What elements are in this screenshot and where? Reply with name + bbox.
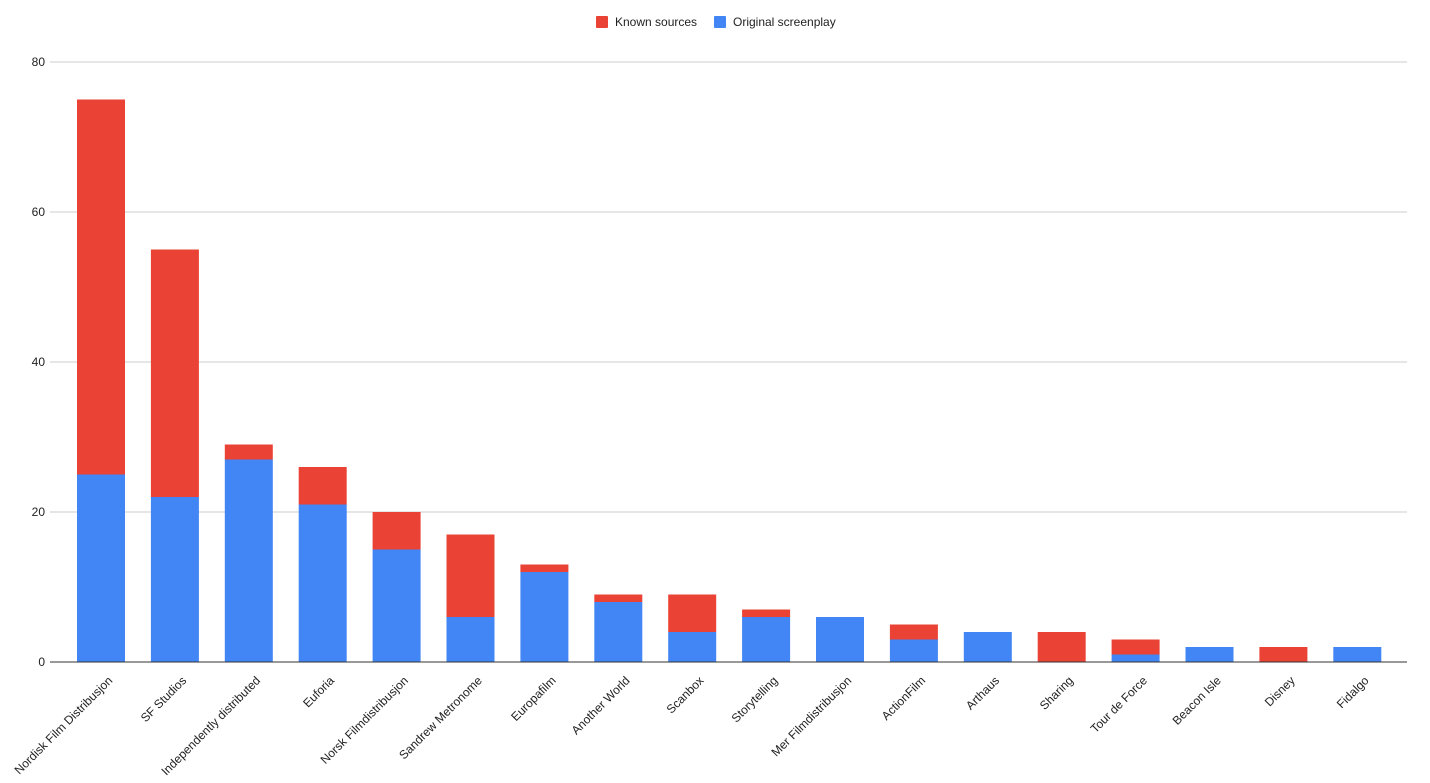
bar-known-sources-europafilm bbox=[520, 564, 569, 572]
bar-original-screenplay-sf-studios bbox=[150, 497, 199, 662]
bar-original-screenplay-independently-distributed bbox=[224, 459, 273, 662]
x-tick-label: Europafilm bbox=[508, 673, 558, 723]
bar-known-sources-disney bbox=[1259, 647, 1308, 662]
bar-known-sources-scanbox bbox=[668, 594, 717, 632]
bar-original-screenplay-another-world bbox=[594, 602, 643, 662]
x-tick-label: Scanbox bbox=[664, 673, 707, 716]
legend-label-original-screenplay: Original screenplay bbox=[733, 15, 836, 29]
bar-original-screenplay-tour-de-force bbox=[1111, 654, 1160, 662]
legend-swatch-known-sources bbox=[596, 16, 608, 28]
bar-original-screenplay-fidalgo bbox=[1333, 647, 1382, 662]
bar-known-sources-sharing bbox=[1037, 632, 1086, 662]
bar-known-sources-storytelling bbox=[742, 609, 791, 617]
bar-original-screenplay-actionfilm bbox=[889, 639, 938, 662]
legend-label-known-sources: Known sources bbox=[615, 15, 697, 29]
x-tick-label: Tour de Force bbox=[1088, 673, 1150, 735]
bar-original-screenplay-mer-filmdistribusjon bbox=[816, 617, 864, 662]
bar-known-sources-sf-studios bbox=[150, 249, 199, 497]
bar-original-screenplay-storytelling bbox=[742, 617, 791, 662]
x-tick-label: Disney bbox=[1262, 673, 1298, 709]
legend: Known sources Original screenplay bbox=[596, 15, 836, 29]
bar-original-screenplay-europafilm bbox=[520, 572, 569, 662]
bar-known-sources-tour-de-force bbox=[1111, 639, 1160, 655]
x-axis: Nordisk Film Distribusjon SF StudiosIndep… bbox=[12, 673, 1372, 778]
x-tick-label: SF Studios bbox=[138, 673, 189, 724]
bar-known-sources-sandrew-metronome bbox=[446, 534, 495, 617]
y-tick-label: 40 bbox=[32, 355, 46, 369]
x-tick-label: Another World bbox=[569, 673, 633, 737]
gridlines bbox=[50, 61, 1407, 513]
bars bbox=[77, 99, 1382, 662]
y-tick-label: 80 bbox=[32, 55, 46, 69]
bar-known-sources-actionfilm bbox=[889, 624, 938, 640]
y-tick-label: 60 bbox=[32, 205, 46, 219]
y-tick-label: 20 bbox=[32, 505, 46, 519]
y-tick-label: 0 bbox=[38, 655, 45, 669]
legend-swatch-original-screenplay bbox=[714, 16, 726, 28]
x-tick-label: Storytelling bbox=[729, 673, 781, 725]
bar-known-sources-norsk-filmdistribusjon bbox=[372, 512, 421, 550]
bar-original-screenplay-norsk-filmdistribusjon bbox=[372, 549, 421, 662]
bar-original-screenplay-scanbox bbox=[668, 632, 717, 662]
x-tick-label: Euforia bbox=[300, 673, 337, 710]
x-tick-label: Fidalgo bbox=[1334, 673, 1372, 711]
x-tick-label: Beacon Isle bbox=[1170, 673, 1224, 727]
bar-original-screenplay-nordisk-film-distribusjon bbox=[77, 474, 125, 662]
y-axis: 0 20 40 60 80 bbox=[32, 55, 46, 669]
x-tick-label: Mer Filmdistribusjon bbox=[769, 673, 855, 759]
x-tick-label: ActionFilm bbox=[879, 673, 929, 723]
x-tick-label: Sandrew Metronome bbox=[396, 673, 485, 762]
bar-original-screenplay-sandrew-metronome bbox=[446, 617, 495, 662]
bar-original-screenplay-arthaus bbox=[963, 632, 1012, 662]
bar-known-sources-nordisk-film-distribusjon bbox=[77, 99, 125, 475]
bar-known-sources-another-world bbox=[594, 594, 643, 602]
bar-known-sources-euforia bbox=[298, 467, 347, 505]
x-tick-label: Nordisk Film Distribusjon bbox=[12, 673, 116, 777]
x-tick-label: Sharing bbox=[1037, 673, 1076, 712]
bar-original-screenplay-euforia bbox=[298, 504, 347, 662]
bar-known-sources-independently-distributed bbox=[224, 444, 273, 460]
x-tick-label: Arthaus bbox=[963, 673, 1002, 712]
bar-original-screenplay-beacon-isle bbox=[1185, 647, 1234, 662]
